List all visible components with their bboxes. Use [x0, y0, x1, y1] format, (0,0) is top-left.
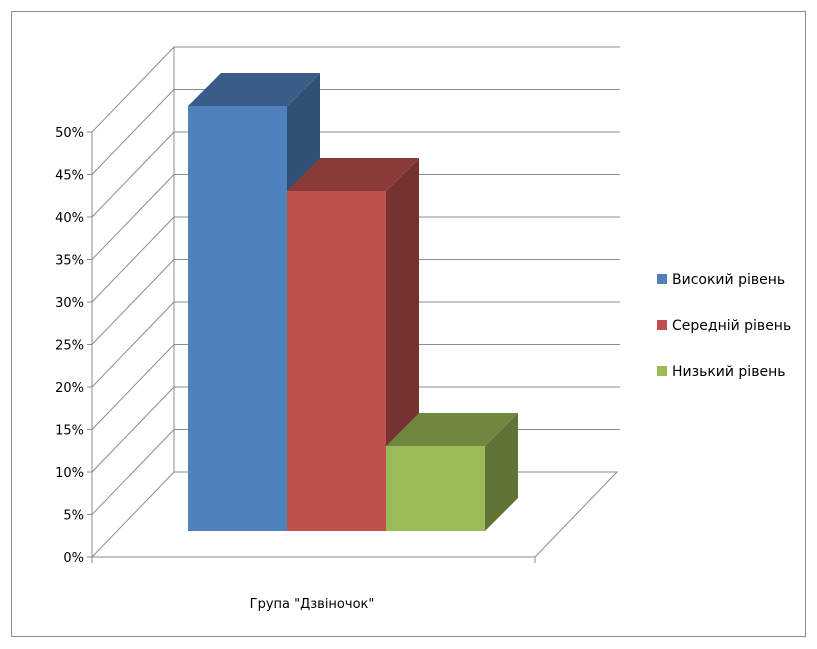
- legend-label: Середній рівень: [672, 318, 791, 334]
- bar-front-face: [188, 106, 287, 531]
- gridline-side: [91, 216, 175, 303]
- bar-side-face: [485, 413, 518, 531]
- gridline-side: [91, 174, 175, 260]
- y-tick-label: 10%: [55, 466, 84, 481]
- bar-front-face: [386, 446, 485, 531]
- y-tick-label: 5%: [63, 509, 84, 524]
- y-tick-label: 35%: [55, 254, 84, 269]
- bar-front-face: [287, 191, 386, 531]
- legend-swatch: [657, 366, 667, 376]
- gridline-side: [91, 301, 175, 388]
- legend-swatch: [657, 274, 667, 284]
- legend-label: Високий рівень: [672, 272, 785, 288]
- gridline-side: [91, 429, 175, 515]
- y-tick-label: 45%: [55, 169, 84, 184]
- bar-top-face: [287, 158, 419, 191]
- bar-top-face: [386, 413, 518, 446]
- gridline-side: [91, 46, 175, 133]
- gridline-side: [91, 131, 175, 218]
- legend-entry-3: Низький рівень: [657, 364, 785, 380]
- bar-3: [386, 413, 518, 531]
- y-tick-label: 50%: [55, 126, 84, 141]
- gridline-side: [91, 259, 175, 345]
- y-tick-label: 25%: [55, 339, 84, 354]
- gridline-side: [91, 386, 175, 473]
- legend-entry-1: Високий рівень: [657, 272, 785, 288]
- bar-top-face: [188, 73, 320, 106]
- legend-entry-2: Середній рівень: [657, 318, 791, 334]
- legend: Високий рівень Середній рівень Низький рів…: [657, 272, 791, 380]
- gridline-side: [91, 89, 175, 175]
- gridline-side: [91, 344, 175, 430]
- floor: [90, 471, 619, 558]
- y-axis-tick-labels: 0% 5% 10% 15% 20% 25% 30% 35% 40% 45% 50%: [55, 126, 92, 566]
- bars: [188, 73, 518, 531]
- legend-label: Низький рівень: [672, 364, 785, 380]
- y-tick-label: 40%: [55, 211, 84, 226]
- x-axis-category-label: Група "Дзвіночок": [250, 597, 375, 612]
- y-tick-label: 0%: [63, 551, 84, 566]
- y-tick-label: 30%: [55, 296, 84, 311]
- y-tick-label: 15%: [55, 424, 84, 439]
- y-tick-label: 20%: [55, 381, 84, 396]
- legend-swatch: [657, 320, 667, 330]
